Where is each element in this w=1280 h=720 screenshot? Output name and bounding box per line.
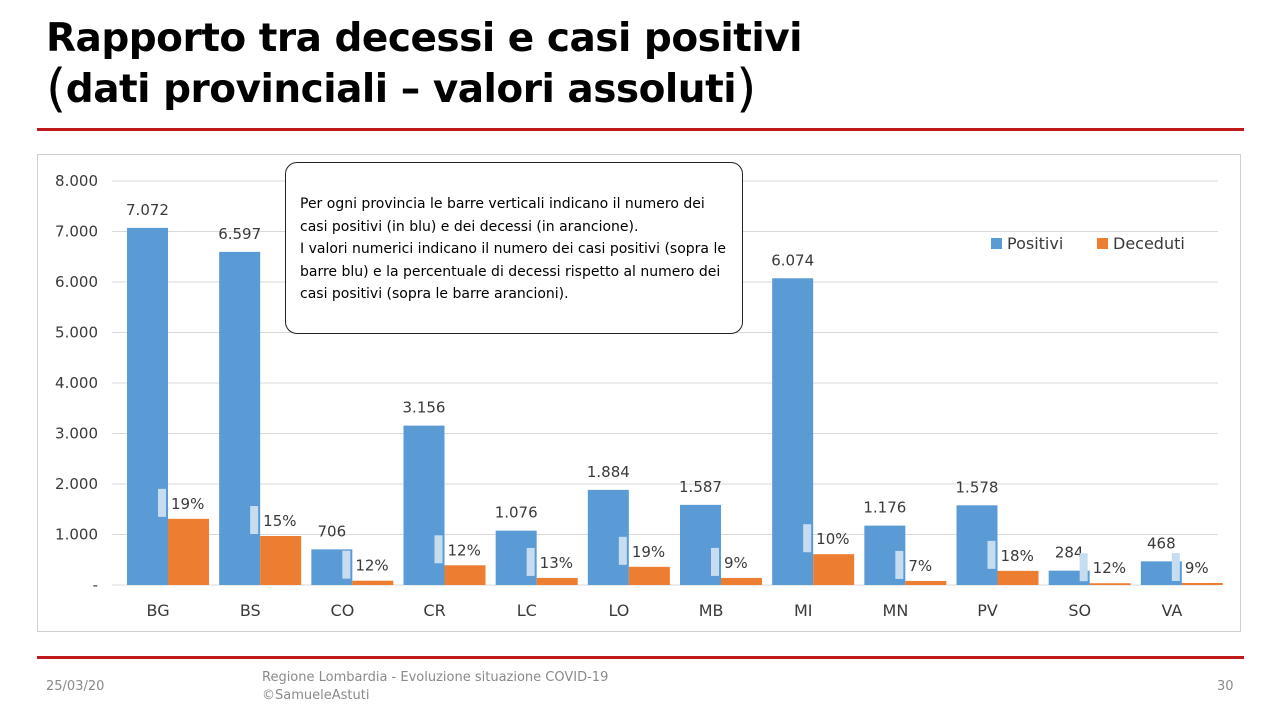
bar-deceduti	[1089, 583, 1131, 585]
data-label-positivi: 1.176	[863, 499, 906, 517]
x-tick-label: BS	[240, 601, 261, 620]
x-tick-label: MN	[883, 601, 909, 620]
data-label-deceduti: 18%	[1001, 547, 1034, 565]
explanation-note: Per ogni provincia le barre verticali in…	[285, 162, 743, 334]
data-label-positivi: 1.578	[956, 478, 999, 496]
data-label-leader	[987, 540, 996, 569]
y-tick-label: -	[93, 576, 98, 594]
bar-deceduti	[1181, 582, 1223, 585]
slide-title: Rapporto tra decessi e casi positivi (da…	[46, 14, 1246, 115]
data-label-leader	[618, 536, 627, 565]
title-line-1: Rapporto tra decessi e casi positivi	[46, 16, 803, 61]
data-label-leader	[250, 506, 259, 535]
x-tick-label: BG	[147, 601, 170, 620]
bar-deceduti	[905, 580, 947, 585]
data-label-leader	[342, 550, 351, 579]
x-tick-label: PV	[977, 601, 998, 620]
data-label-positivi: 6.597	[218, 225, 261, 243]
data-label-positivi: 1.587	[679, 478, 722, 496]
legend-swatch-deceduti	[1097, 238, 1108, 249]
bar-deceduti	[536, 577, 578, 585]
legend-deceduti: Deceduti	[1097, 234, 1185, 253]
legend-swatch-positivi	[991, 238, 1002, 249]
bar-positivi	[1048, 570, 1090, 585]
y-tick-label: 6.000	[55, 273, 98, 291]
data-label-positivi: 706	[318, 522, 347, 540]
bar-chart: - 1.000 2.000 3.000 4.000 5.000 6.000 7.000 8.00…	[55, 172, 1223, 620]
footer-source: Regione Lombardia - Evoluzione situazion…	[262, 669, 608, 705]
data-label-leader	[434, 535, 443, 564]
data-label-deceduti: 12%	[355, 557, 388, 575]
bar-deceduti	[721, 577, 762, 585]
x-tick-label: MI	[794, 601, 813, 620]
legend-positivi: Positivi	[991, 234, 1063, 253]
data-label-leader	[526, 547, 535, 576]
y-tick-label: 4.000	[55, 374, 98, 392]
bar-deceduti	[352, 580, 394, 585]
x-tick-label: SO	[1068, 601, 1091, 620]
title-rule	[37, 128, 1244, 131]
title-line-2-text: dati provinciali – valori assoluti	[65, 67, 737, 112]
data-label-leader	[1171, 552, 1180, 581]
x-tick-label: LC	[517, 601, 537, 620]
bar-deceduti	[168, 518, 209, 585]
title-paren-open: (	[46, 59, 66, 119]
data-label-deceduti: 9%	[724, 554, 748, 572]
footer-source-line-2: ©SamueleAstuti	[262, 688, 370, 703]
data-label-deceduti: 7%	[908, 557, 932, 575]
title-paren-close: )	[736, 59, 756, 119]
data-label-positivi: 6.074	[771, 251, 814, 269]
bar-deceduti	[997, 570, 1039, 585]
data-label-deceduti: 10%	[816, 530, 849, 548]
x-tick-label: CO	[331, 601, 355, 620]
data-label-leader	[1079, 553, 1088, 582]
bar-positivi	[127, 227, 168, 585]
y-tick-label: 7.000	[55, 223, 98, 241]
bar-deceduti	[628, 566, 670, 585]
data-label-deceduti: 13%	[540, 554, 573, 572]
data-label-deceduti: 15%	[263, 512, 296, 530]
footer-source-line-1: Regione Lombardia - Evoluzione situazion…	[262, 670, 609, 685]
page-number: 30	[1217, 679, 1234, 694]
data-label-positivi: 468	[1147, 534, 1176, 552]
title-line-2: (dati provinciali – valori assoluti)	[46, 63, 1246, 115]
data-label-positivi: 1.076	[495, 504, 538, 522]
data-label-leader	[895, 550, 904, 579]
y-tick-label: 3.000	[55, 425, 98, 443]
data-label-positivi: 1.884	[587, 463, 630, 481]
data-label-deceduti: 12%	[1093, 559, 1126, 577]
bar-deceduti	[260, 536, 302, 585]
y-tick-label: 8.000	[55, 172, 98, 190]
x-tick-label: LO	[608, 601, 629, 620]
x-tick-label: MB	[699, 601, 724, 620]
x-tick-label: VA	[1161, 601, 1182, 620]
data-label-leader	[711, 547, 719, 576]
footer-date: 25/03/20	[46, 679, 105, 694]
footer-rule	[37, 656, 1244, 659]
data-label-leader	[803, 524, 812, 553]
data-label-positivi: 284	[1055, 544, 1084, 562]
bar-positivi	[219, 251, 261, 585]
data-label-deceduti: 19%	[632, 543, 665, 561]
data-label-deceduti: 19%	[171, 495, 204, 513]
bar-deceduti	[813, 554, 855, 585]
data-label-positivi: 7.072	[126, 201, 169, 219]
legend-label-deceduti: Deceduti	[1113, 234, 1185, 253]
data-label-leader	[158, 488, 166, 517]
bar-positivi	[1140, 561, 1182, 585]
bar-deceduti	[444, 565, 486, 585]
data-label-deceduti: 9%	[1185, 559, 1209, 577]
y-tick-label: 1.000	[55, 526, 98, 544]
x-tick-label: CR	[423, 601, 445, 620]
data-label-positivi: 3.156	[403, 399, 446, 417]
data-label-deceduti: 12%	[448, 541, 481, 559]
y-tick-label: 2.000	[55, 475, 98, 493]
y-tick-label: 5.000	[55, 324, 98, 342]
legend-label-positivi: Positivi	[1007, 234, 1064, 253]
